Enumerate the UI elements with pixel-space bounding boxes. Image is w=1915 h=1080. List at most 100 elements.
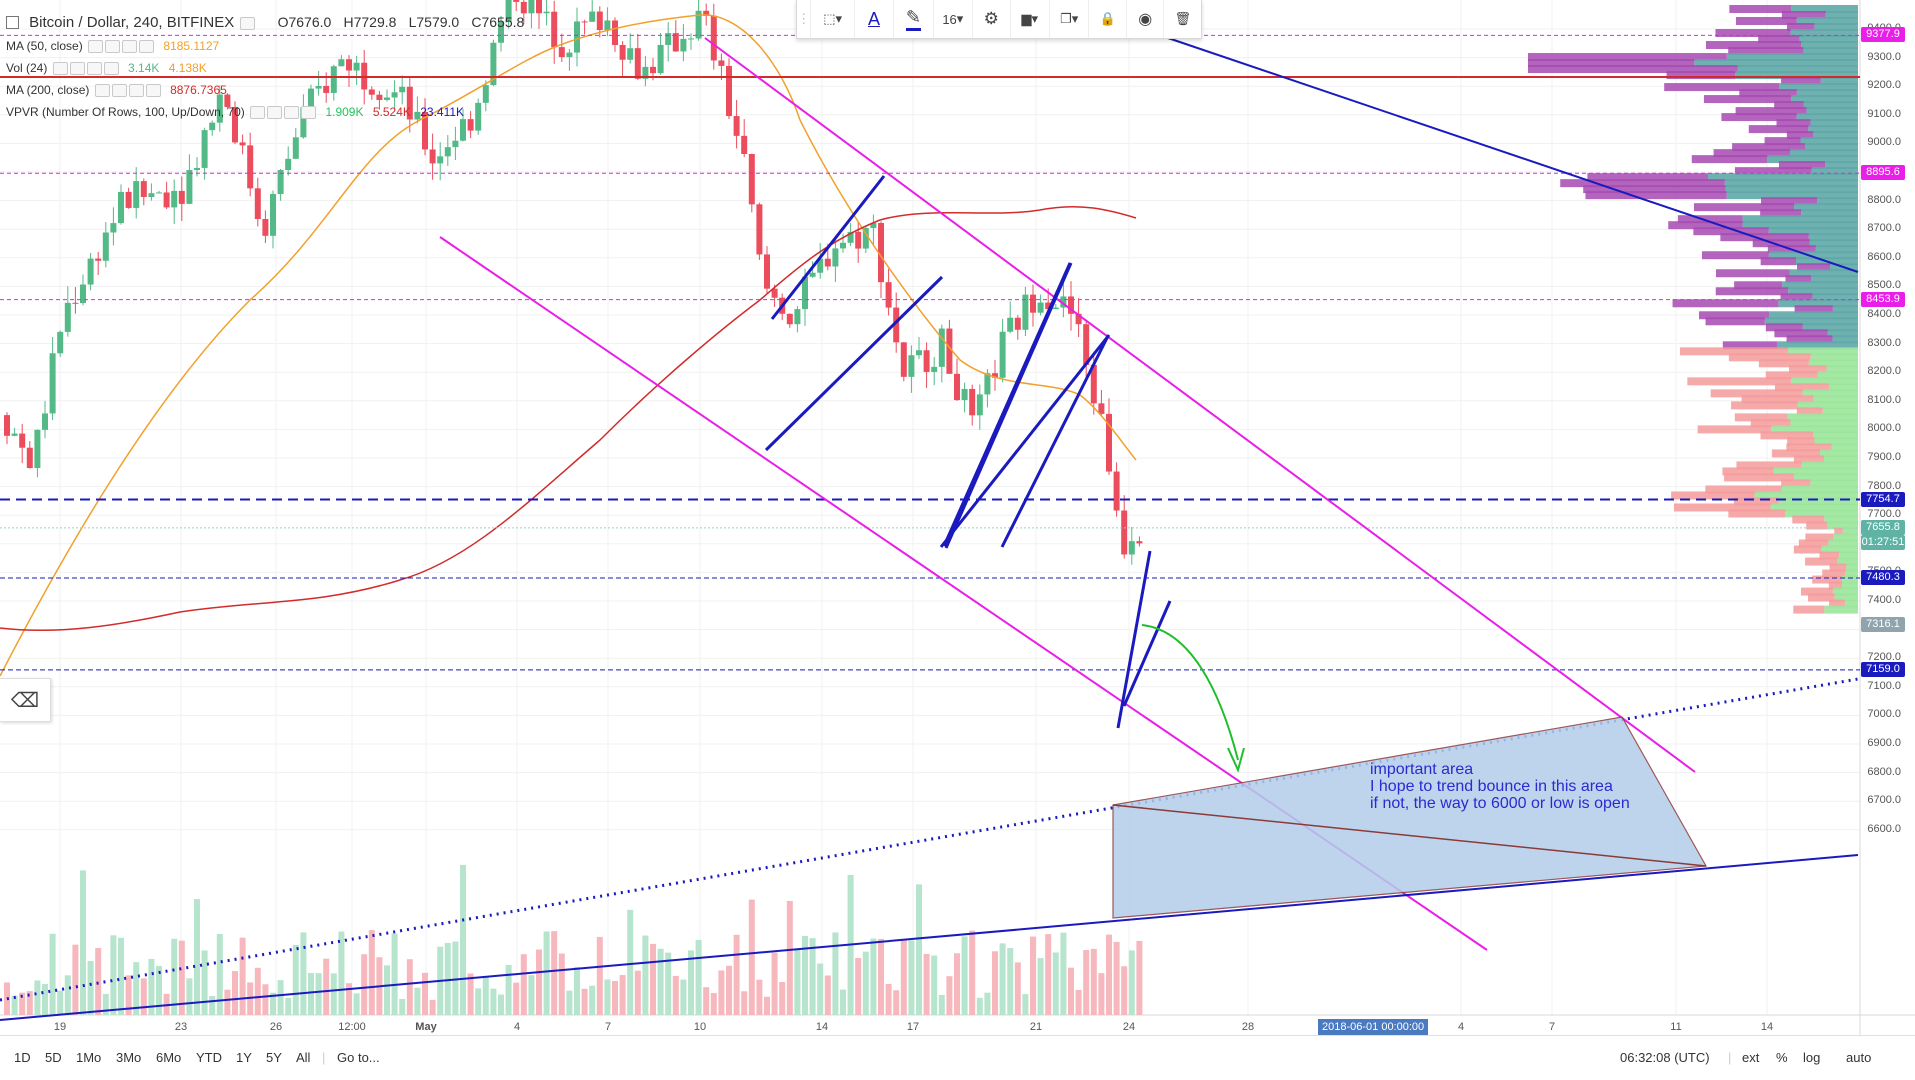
range-5d[interactable]: 5D	[45, 1050, 62, 1065]
range-6mo[interactable]: 6Mo	[156, 1050, 182, 1065]
range-5y[interactable]: 5Y	[266, 1050, 282, 1065]
vpvr-bar-up	[1778, 299, 1858, 308]
settings-icon[interactable]	[111, 84, 127, 98]
range-1d[interactable]: 1D	[14, 1050, 31, 1065]
vpvr-bar-down	[1778, 161, 1826, 170]
vpvr-bar-down	[1722, 341, 1777, 350]
close-icon[interactable]	[284, 106, 300, 120]
settings-icon[interactable]	[105, 40, 121, 54]
more-icon[interactable]	[103, 62, 119, 76]
time-tick: 11	[1670, 1021, 1682, 1033]
vpvr-bar-down	[1724, 473, 1795, 482]
close-icon[interactable]	[128, 84, 144, 98]
candle-body	[452, 140, 459, 148]
vpvr-bar-up	[1813, 131, 1858, 140]
candle-body	[72, 302, 79, 304]
goto-button[interactable]: Go to...	[337, 1050, 380, 1065]
candle-body	[703, 10, 710, 16]
candle-body	[216, 94, 223, 123]
candle-body	[118, 191, 124, 224]
eraser-icon[interactable]: ⌫	[0, 678, 51, 722]
vpvr-bar-down	[1765, 323, 1803, 332]
volume-bar	[969, 930, 976, 1015]
candle-body	[224, 94, 231, 107]
drag-handle-icon[interactable]: ⋮	[797, 0, 812, 38]
volume-bar	[300, 932, 307, 1015]
eye-icon[interactable]	[52, 62, 68, 76]
price-tick: 8600.0	[1867, 250, 1901, 263]
vpvr-bar-down	[1677, 215, 1743, 224]
volume-bar	[612, 981, 618, 1015]
range-3mo[interactable]: 3Mo	[116, 1050, 142, 1065]
symbol-settings-icon[interactable]	[240, 16, 256, 30]
visibility-icon[interactable]: ▆▾	[1011, 0, 1050, 38]
settings-icon[interactable]	[69, 62, 85, 76]
percent-toggle[interactable]: %	[1776, 1050, 1788, 1065]
price-tick: 7400.0	[1867, 594, 1901, 606]
font-size-select[interactable]: 16 ▾	[934, 0, 974, 38]
candle-body	[1068, 296, 1074, 314]
vpvr-bar-up	[1820, 77, 1858, 86]
volume-bar	[756, 979, 763, 1015]
clone-icon[interactable]: ❐▾	[1050, 0, 1090, 38]
volume-bar	[855, 957, 862, 1015]
volume-bar	[1014, 962, 1021, 1015]
vpvr-bar-up	[1832, 587, 1858, 596]
vpvr-bar-down	[1735, 16, 1797, 25]
gear-icon[interactable]: ⚙	[973, 0, 1011, 38]
vpvr-bar-down	[1785, 275, 1812, 284]
vpvr-bar-up	[1782, 281, 1858, 290]
indicator-volume[interactable]: Vol (24) 3.14K 4.138K	[6, 61, 207, 76]
candle-body	[42, 413, 48, 430]
close-icon[interactable]	[86, 62, 102, 76]
vpvr-bar-up	[1770, 503, 1858, 512]
volume-bar	[680, 979, 687, 1015]
line-color-icon[interactable]: ✎	[894, 0, 934, 38]
range-ytd[interactable]: YTD	[196, 1050, 222, 1065]
eye-icon[interactable]	[88, 40, 104, 54]
line-style-icon[interactable]: ⬚▾	[811, 0, 855, 38]
log-toggle[interactable]: log	[1803, 1050, 1821, 1065]
eye-icon[interactable]	[94, 84, 110, 98]
range-1mo[interactable]: 1Mo	[76, 1050, 102, 1065]
range-1y[interactable]: 1Y	[236, 1050, 252, 1065]
vpvr-bar-down	[1792, 515, 1825, 524]
candle-body	[422, 111, 428, 150]
indicator-vpvr[interactable]: VPVR (Number Of Rows, 100, Up/Down, 70) …	[6, 105, 465, 120]
volume-bar	[840, 989, 846, 1015]
close-icon[interactable]	[122, 40, 138, 54]
trendline-down	[1167, 37, 1859, 273]
auto-toggle[interactable]: auto	[1846, 1050, 1872, 1065]
volume-bar	[908, 940, 915, 1015]
more-icon[interactable]	[301, 106, 317, 120]
vpvr-bar-up	[1809, 239, 1858, 248]
more-icon[interactable]	[139, 40, 155, 54]
ext-toggle[interactable]: ext	[1742, 1050, 1760, 1065]
range-all[interactable]: All	[296, 1050, 311, 1065]
indicator-ma50[interactable]: MA (50, close) 8185.1127	[6, 39, 220, 54]
more-icon[interactable]	[145, 84, 161, 98]
volume-bar	[1106, 934, 1112, 1015]
vpvr-bar-up	[1791, 95, 1858, 104]
candle-body	[672, 33, 679, 52]
volume-bar	[406, 959, 413, 1015]
time-tick: 14	[815, 1021, 829, 1033]
vpvr-bar-up	[1801, 209, 1858, 218]
lock-icon[interactable]: 🔒	[1089, 0, 1127, 38]
candle-body	[87, 258, 94, 285]
volume-bar	[938, 995, 945, 1015]
eye-icon[interactable]	[250, 106, 266, 120]
vpvr-bar-up	[1797, 401, 1858, 410]
indicator-ma200[interactable]: MA (200, close) 8876.7365	[6, 83, 227, 98]
text-color-icon[interactable]: A	[855, 0, 895, 38]
chart-annotation[interactable]: important area I hope to trend bounce in…	[1370, 761, 1630, 812]
collapse-icon[interactable]	[6, 15, 19, 29]
trash-icon[interactable]: 🗑	[1174, 11, 1191, 26]
vpvr-bar-up	[1824, 515, 1858, 524]
candle-body	[992, 373, 998, 378]
price-tick: 7100.0	[1867, 679, 1901, 692]
candle-body	[437, 156, 444, 164]
settings-icon[interactable]	[267, 106, 283, 120]
hide-eye-icon[interactable]: ◉	[1127, 0, 1165, 38]
